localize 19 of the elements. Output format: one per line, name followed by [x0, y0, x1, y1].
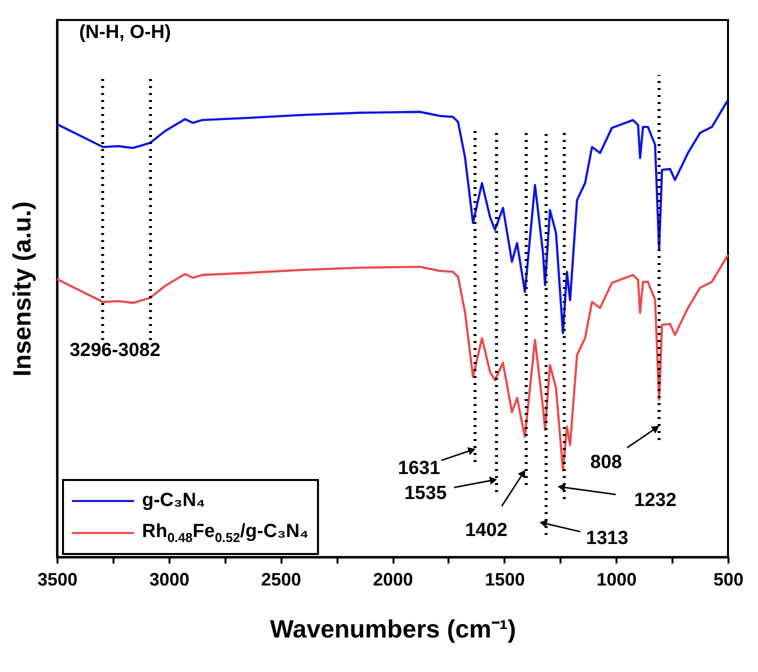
ref-line-label: 1535: [404, 483, 448, 504]
x-tick-label: 1500: [484, 570, 525, 590]
x-tick-label: 1000: [596, 570, 637, 590]
ref-line-label: 1313: [586, 528, 628, 549]
x-tick-label: 500: [713, 570, 744, 590]
legend-label: g-C₃N₄: [142, 490, 206, 512]
ref-line-label: 1631: [398, 458, 441, 479]
ref-line-label: 1402: [465, 520, 508, 541]
text: (N-H, O-H): [79, 22, 171, 43]
ref-line-label: 808: [590, 452, 622, 473]
annotation: 3296-3082: [70, 340, 160, 361]
x-axis-title: Wavenumbers (cm⁻¹): [270, 616, 516, 644]
x-tick-label: 3000: [149, 570, 190, 590]
x-tick-label: 3500: [37, 570, 78, 590]
ref-line-label: 1232: [634, 490, 676, 511]
x-tick-label: 2500: [261, 570, 302, 590]
y-axis-title: Insensity (a.u.): [8, 201, 36, 377]
legend-label: Rh$_{0.48}$Fe$_{0.52}$/g-C₃N₄: [142, 521, 309, 545]
x-tick-label: 2000: [372, 570, 414, 590]
